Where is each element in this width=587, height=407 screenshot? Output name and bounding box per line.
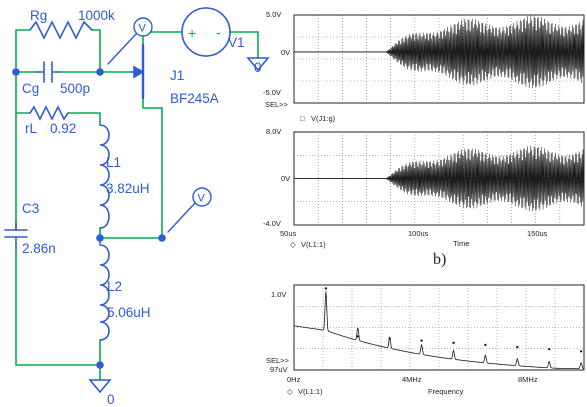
plot-gate-legend: V(J1:g): [311, 114, 336, 123]
probe-marker-l1: V: [167, 187, 212, 233]
l1-inductor: [99, 124, 110, 229]
cg-capacitor: [35, 61, 61, 83]
plot-spectrum-legend: V(L1:1): [298, 387, 323, 396]
plot-gate-ytick-zero: 0V: [281, 48, 290, 57]
plot-spectrum-peak-marker: [324, 287, 328, 290]
ground-symbol-v1: [246, 57, 270, 72]
plot-spectrum: 1.0V SEL>> 97uV 0Hz 4MHz 8MHz ◇ V(L1:1) …: [266, 284, 585, 396]
plot-l1-ytick-top: 8.0V: [266, 127, 281, 136]
plot-spectrum-peak-marker: [548, 347, 551, 351]
rl-value-label: 0.92: [50, 121, 76, 136]
plot-l1-xlabel: Time: [453, 239, 469, 248]
main-ground-label: 0: [107, 392, 115, 407]
plot-spectrum-ytick-bottom: 97uV: [270, 365, 288, 374]
plot-spectrum-xtick-0: 0Hz: [287, 375, 301, 384]
v1-source: [181, 7, 231, 57]
plot-spectrum-curve: [293, 287, 584, 370]
plot-spectrum-peak-marker: [388, 337, 391, 340]
v1-minus-sign: -: [216, 24, 221, 40]
plot-l1-legend: V(L1:1): [301, 240, 326, 249]
probe-marker-gate: V: [107, 17, 153, 65]
plot-spectrum-peak-marker: [452, 341, 455, 344]
l1-ref-label: L1: [106, 155, 121, 170]
l1-value-label: 3.82uH: [106, 181, 150, 196]
v1-ref-label: V1: [228, 35, 245, 50]
plot-spectrum-xtick-8mhz: 8MHz: [518, 375, 538, 384]
plot-gate-voltage: 5.0V 0V -5.0V SEL>> □ V(J1:g): [263, 10, 585, 123]
plot-spectrum-ytick-top: 1.0V: [271, 290, 286, 299]
j1-value-label: BF245A: [170, 91, 219, 106]
plot-l1-voltage: 8.0V 0V -4.0V 50us 100us 150us Time ◇ V(…: [263, 127, 585, 268]
plot-spectrum-peak-marker: [516, 345, 519, 349]
plot-spectrum-peak-marker: [579, 350, 583, 353]
c3-ref-label: C3: [22, 201, 39, 216]
plot-spectrum-xtick-4mhz: 4MHz: [402, 375, 422, 384]
rl-ref-label: rL: [25, 121, 37, 136]
plot-spectrum-legend-marker: ◇: [287, 387, 294, 396]
plot-l1-ytick-bottom: -4.0V: [263, 219, 281, 228]
l2-ref-label: L2: [107, 279, 122, 294]
probe-gate-label: V: [139, 23, 147, 35]
c3-value-label: 2.86n: [22, 241, 56, 256]
ground-symbol-main: [88, 379, 112, 394]
plot-spectrum-peak-marker: [356, 335, 359, 338]
c3-capacitor: [4, 222, 28, 249]
v1-plus-sign: +: [188, 25, 196, 41]
plot-l1-waveform: [294, 145, 585, 212]
plot-spectrum-sel-marker: SEL>>: [266, 356, 290, 365]
plot-l1-xtick-150us: 150us: [527, 229, 548, 238]
rl-resistor: [29, 105, 69, 121]
j1-jfet: [129, 43, 145, 100]
rg-resistor: [29, 20, 93, 40]
junction-dots: [12, 68, 166, 369]
plot-spectrum-xlabel: Frequency: [428, 387, 464, 396]
plot-l1-legend-marker: ◇: [290, 240, 297, 249]
plot-gate-waveform: [294, 15, 585, 89]
v1-ground-label: 0: [254, 60, 262, 75]
rg-value-label: 1000k: [78, 8, 115, 23]
plot-gate-ytick-bottom: -5.0V: [263, 88, 281, 97]
panel-label-b: b): [433, 251, 446, 268]
plot-gate-sel-marker: SEL>>: [265, 100, 289, 109]
plot-gate-ytick-top: 5.0V: [266, 10, 281, 19]
plot-l1-xtick-100us: 100us: [408, 229, 429, 238]
plot-spectrum-grid: [294, 285, 584, 370]
plot-spectrum-trace: [293, 291, 584, 370]
plot-spectrum-peak-marker: [484, 343, 487, 347]
rg-ref-label: Rg: [30, 8, 47, 23]
plot-l1-xtick-50us: 50us: [280, 229, 297, 238]
plot-gate-legend-marker: □: [300, 114, 305, 123]
j1-ref-label: J1: [170, 68, 184, 83]
plot-spectrum-peak-marker: [420, 339, 423, 342]
schematic: + - V V Rg 1000k Cg 500p: [4, 7, 270, 407]
cg-value-label: 500p: [60, 81, 90, 96]
plot-l1-grid: [294, 132, 584, 225]
l2-inductor: [99, 244, 110, 341]
cg-ref-label: Cg: [22, 81, 39, 96]
l2-value-label: 5.06uH: [107, 305, 151, 320]
plot-l1-ytick-zero: 0V: [281, 174, 290, 183]
probe-l1-label: V: [198, 193, 206, 205]
